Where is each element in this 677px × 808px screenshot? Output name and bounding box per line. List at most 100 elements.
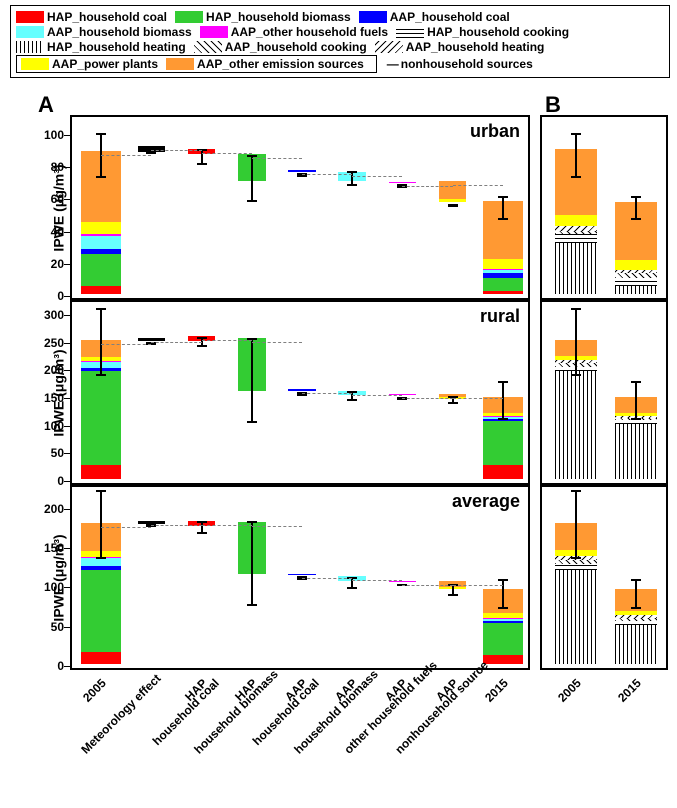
dashed-connector: [101, 527, 151, 528]
panel-A-average: average: [70, 485, 530, 670]
legend-swatch: [16, 11, 44, 23]
error-cap: [498, 418, 508, 420]
legend-nonhh-group: AAP_power plants AAP_other emission sour…: [16, 55, 377, 73]
y-tick-label: 20: [34, 257, 64, 271]
legend-label: AAP_other emission sources: [197, 57, 364, 71]
legend-swatch: [166, 58, 194, 70]
bar-segment: [483, 421, 523, 465]
panel-A-rural: rural: [70, 300, 530, 485]
legend-swatch: [200, 26, 228, 38]
bar-segment: [81, 570, 121, 653]
legend-item: HAP_household biomass: [175, 10, 351, 24]
panel-A-urban: urban: [70, 115, 530, 300]
legend-item: AAP_household heating: [375, 40, 545, 54]
legend-swatch: [375, 41, 403, 53]
error-bar: [575, 491, 577, 558]
dashed-connector: [402, 585, 452, 586]
error-cap: [96, 490, 106, 492]
panel-title: rural: [480, 306, 520, 327]
legend-item: AAP_other household fuels: [200, 25, 388, 39]
legend-label: AAP_power plants: [52, 57, 158, 71]
legend-label: HAP_household biomass: [206, 10, 351, 24]
bar-segment: [483, 269, 523, 270]
bar-segment: [555, 215, 597, 226]
legend-swatch: [16, 26, 44, 38]
error-cap: [347, 587, 357, 589]
y-tick-label: 150: [34, 541, 64, 555]
bar-segment: [483, 623, 523, 654]
error-cap: [347, 184, 357, 186]
bar-segment: [81, 558, 121, 566]
bar-segment: [138, 338, 166, 341]
bar-segment: [483, 259, 523, 269]
legend-item: AAP_household biomass: [16, 25, 192, 39]
bar-segment: [615, 625, 657, 664]
y-tick-label: 0: [34, 659, 64, 673]
y-tick: [64, 315, 70, 316]
error-cap: [247, 200, 257, 202]
error-cap: [448, 402, 458, 404]
bar-segment: [555, 371, 597, 479]
bar-segment: [81, 566, 121, 570]
dashed-connector: [252, 526, 302, 527]
y-tick-label: 100: [34, 128, 64, 142]
error-bar: [502, 197, 504, 220]
y-tick-label: 50: [34, 446, 64, 460]
legend-label: AAP_household heating: [406, 40, 545, 54]
error-cap: [96, 557, 106, 559]
dashed-connector: [352, 580, 402, 581]
bar-segment: [615, 260, 657, 270]
error-cap: [631, 607, 641, 609]
y-tick: [64, 167, 70, 168]
y-tick-label: 50: [34, 620, 64, 634]
error-bar: [100, 491, 102, 558]
panel-title: urban: [470, 121, 520, 142]
dashed-connector: [252, 342, 302, 343]
legend-item: AAP_household cooking: [194, 40, 367, 54]
dashed-connector: [101, 155, 151, 156]
y-tick: [64, 370, 70, 371]
bar-segment: [615, 270, 657, 273]
y-tick: [64, 343, 70, 344]
y-tick: [64, 264, 70, 265]
error-cap: [197, 163, 207, 165]
error-cap: [96, 133, 106, 135]
y-tick-label: 60: [34, 192, 64, 206]
error-cap: [498, 381, 508, 383]
error-bar: [635, 197, 637, 220]
y-tick-label: 250: [34, 336, 64, 350]
bar-segment: [615, 621, 657, 625]
bar-segment: [615, 420, 657, 423]
legend-swatch: [175, 11, 203, 23]
dashed-connector: [453, 185, 503, 186]
bar-segment: [81, 236, 121, 249]
error-bar: [502, 382, 504, 419]
bar-segment: [81, 249, 121, 254]
error-cap: [571, 176, 581, 178]
legend-swatch: [16, 41, 44, 53]
bar-segment: [81, 222, 121, 235]
y-tick: [64, 627, 70, 628]
bar-segment: [615, 615, 657, 617]
error-cap: [571, 374, 581, 376]
bar-segment: [615, 278, 657, 286]
legend-item: AAP_power plants: [21, 57, 158, 71]
y-tick-label: 40: [34, 225, 64, 239]
legend-swatch: [359, 11, 387, 23]
bar-segment: [81, 234, 121, 236]
y-tick: [64, 548, 70, 549]
error-cap: [247, 604, 257, 606]
y-tick: [64, 481, 70, 482]
error-bar: [251, 522, 253, 605]
legend-swatch: [396, 26, 424, 38]
bar-segment: [483, 618, 523, 620]
panel-title: average: [452, 491, 520, 512]
error-cap: [247, 421, 257, 423]
dashed-connector: [151, 150, 201, 151]
legend-item: HAP_household cooking: [396, 25, 569, 39]
y-tick: [64, 509, 70, 510]
error-cap: [631, 418, 641, 420]
bar-segment: [555, 570, 597, 664]
panel-B-rural: [540, 300, 668, 485]
error-cap: [247, 521, 257, 523]
